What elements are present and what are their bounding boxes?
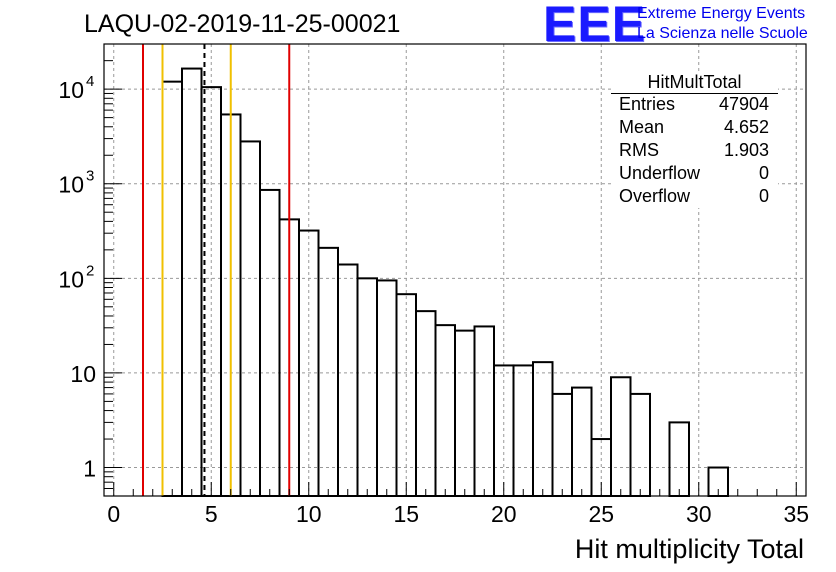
stats-row-overflow: Overflow 0	[619, 186, 769, 208]
y-tick-label: 10	[58, 172, 84, 198]
histogram-bin	[629, 392, 651, 497]
histogram-bin	[668, 421, 690, 498]
stats-row-underflow: Underflow 0	[619, 163, 769, 185]
chart-title: LAQU-02-2019-11-25-00021	[84, 10, 401, 38]
stats-divider	[611, 93, 778, 94]
y-tick-exponent: 3	[86, 168, 94, 185]
histogram-bin	[356, 277, 378, 498]
x-tick-label: 35	[783, 501, 809, 527]
stats-label: Mean	[619, 117, 665, 137]
y-tick-label: 10	[70, 361, 96, 387]
y-tick-label: 10	[58, 77, 84, 103]
stats-row-mean: Mean 4.652	[619, 117, 769, 139]
histogram-bin	[259, 188, 281, 497]
histogram-bin	[454, 329, 476, 498]
y-tick-exponent: 2	[86, 262, 94, 279]
y-tick-exponent: 4	[86, 73, 94, 90]
marker-lines	[142, 44, 291, 496]
histogram-bin	[610, 376, 632, 498]
histogram-bin	[376, 279, 398, 497]
stats-label: RMS	[619, 140, 659, 160]
plot-frame	[103, 43, 807, 497]
x-tick-label: 15	[393, 501, 419, 527]
histogram-bin	[181, 67, 203, 497]
x-axis-ticks: 0 5 10 15 20 25 30 35	[107, 482, 809, 527]
x-tick-label: 30	[686, 501, 712, 527]
histogram-bin	[415, 310, 437, 498]
logo-subtitle-line1: Extreme Energy Events	[637, 5, 806, 22]
stats-box: HitMultTotal Entries 47904 Mean 4.652 RM…	[611, 72, 778, 208]
stats-title: HitMultTotal	[647, 72, 742, 92]
histogram-bin	[551, 392, 573, 497]
histogram-bin	[239, 140, 261, 497]
stats-row-entries: Entries 47904	[619, 94, 769, 116]
logo-subtitle-line2: La Scienza nelle Scuole	[637, 25, 808, 42]
histogram-bin	[317, 246, 339, 497]
stats-row-rms: RMS 1.903	[619, 140, 769, 162]
x-axis-label: Hit multiplicity Total	[574, 534, 804, 564]
stats-value: 0	[758, 163, 769, 183]
histogram-bin	[532, 361, 554, 497]
histogram-bin	[161, 80, 183, 497]
stats-value: 47904	[718, 94, 769, 114]
x-tick-label: 5	[205, 501, 218, 527]
stats-label: Underflow	[619, 163, 701, 183]
x-tick-label: 25	[588, 501, 614, 527]
histogram-bin	[571, 386, 593, 498]
histogram-bin	[337, 263, 359, 497]
histogram-bin	[512, 364, 534, 497]
histogram-bin	[434, 324, 456, 497]
stats-value: 0	[758, 186, 769, 206]
histogram-bin	[473, 325, 495, 498]
x-tick-label: 0	[107, 501, 120, 527]
stats-label: Overflow	[619, 186, 691, 206]
x-tick-label: 10	[296, 501, 322, 527]
stats-value: 4.652	[723, 117, 769, 137]
x-tick-label: 20	[491, 501, 517, 527]
y-tick-label: 10	[58, 266, 84, 292]
stats-label: Entries	[619, 94, 676, 114]
y-tick-label: 1	[83, 456, 96, 482]
stats-value: 1.903	[723, 140, 769, 160]
eee-logo: EEE	[543, 0, 647, 52]
